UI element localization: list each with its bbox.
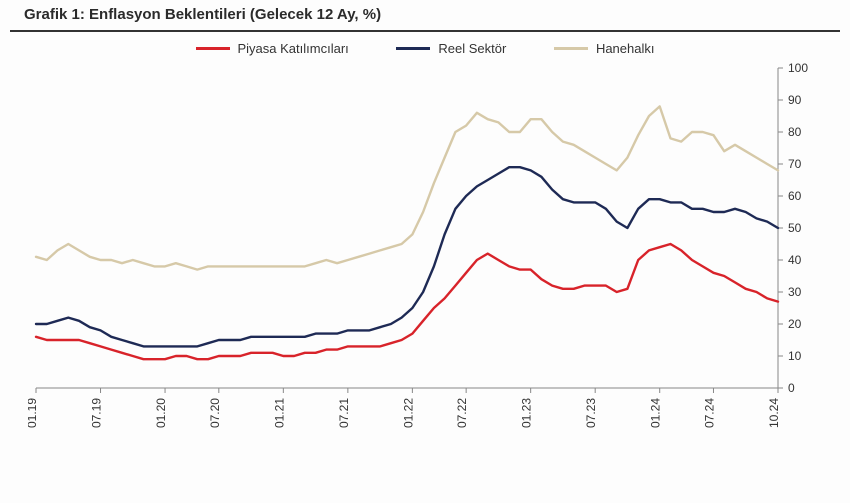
svg-text:01.22: 01.22 (401, 398, 415, 428)
svg-text:01.20: 01.20 (154, 398, 168, 428)
chart-title: Grafik 1: Enflasyon Beklentileri (Gelece… (24, 6, 381, 23)
svg-text:01.24: 01.24 (649, 398, 663, 428)
svg-text:90: 90 (788, 93, 802, 107)
legend: Piyasa Katılımcıları Reel Sektör Hanehal… (0, 38, 850, 56)
svg-text:01.19: 01.19 (28, 398, 39, 428)
chart-svg: 0 10 20 30 40 50 60 70 80 90 100 01.19 07.19 01.20 07.… (28, 60, 820, 448)
svg-text:07.21: 07.21 (337, 398, 351, 428)
svg-text:07.23: 07.23 (584, 398, 598, 428)
svg-text:01.23: 01.23 (520, 398, 534, 428)
svg-text:20: 20 (788, 317, 802, 331)
svg-text:07.22: 07.22 (455, 398, 469, 428)
svg-text:80: 80 (788, 125, 802, 139)
svg-text:70: 70 (788, 157, 802, 171)
svg-text:07.19: 07.19 (90, 398, 104, 428)
svg-text:40: 40 (788, 253, 802, 267)
title-underline (10, 30, 840, 32)
svg-text:50: 50 (788, 221, 802, 235)
svg-text:07.20: 07.20 (208, 398, 222, 428)
svg-text:60: 60 (788, 189, 802, 203)
chart-figure: Grafik 1: Enflasyon Beklentileri (Gelece… (0, 0, 850, 503)
legend-item-reel: Reel Sektör (396, 41, 506, 56)
svg-text:100: 100 (788, 61, 808, 75)
svg-text:10.24: 10.24 (767, 398, 781, 428)
svg-text:10: 10 (788, 349, 802, 363)
svg-text:07.24: 07.24 (702, 398, 716, 428)
svg-text:0: 0 (788, 381, 795, 395)
legend-label-hanehalki: Hanehalkı (596, 41, 655, 56)
chart-plot: 0 10 20 30 40 50 60 70 80 90 100 01.19 07.19 01.20 07.… (28, 60, 820, 448)
legend-swatch-piyasa (196, 47, 230, 50)
legend-swatch-reel (396, 47, 430, 50)
svg-text:01.21: 01.21 (272, 398, 286, 428)
legend-label-piyasa: Piyasa Katılımcıları (238, 41, 349, 56)
svg-text:30: 30 (788, 285, 802, 299)
legend-item-hanehalki: Hanehalkı (554, 41, 655, 56)
legend-swatch-hanehalki (554, 47, 588, 50)
legend-label-reel: Reel Sektör (438, 41, 506, 56)
legend-item-piyasa: Piyasa Katılımcıları (196, 41, 349, 56)
